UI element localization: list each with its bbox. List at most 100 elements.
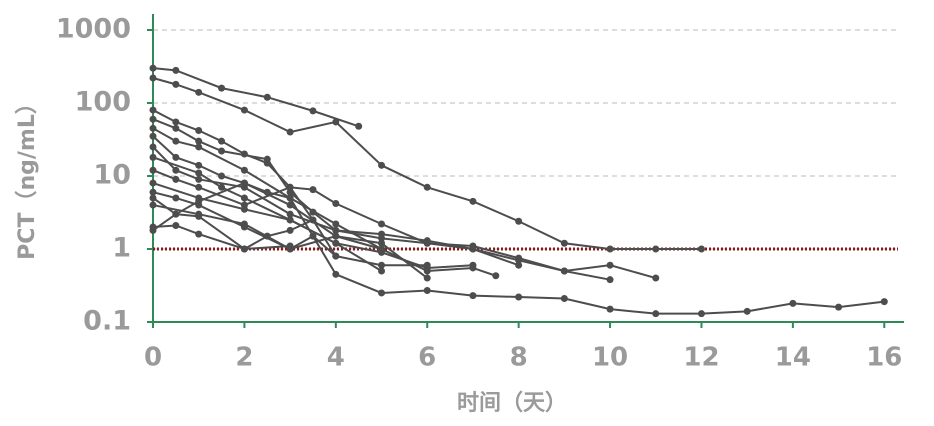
y-tick-label: 10 xyxy=(93,160,131,191)
data-point xyxy=(218,172,226,180)
data-point xyxy=(469,245,477,253)
data-point xyxy=(172,153,180,161)
data-point xyxy=(195,210,203,218)
data-point xyxy=(423,274,431,282)
data-point xyxy=(195,169,203,177)
data-point xyxy=(240,245,248,253)
data-point xyxy=(286,128,294,136)
data-point xyxy=(240,205,248,213)
data-point xyxy=(240,194,248,202)
data-point xyxy=(560,239,568,247)
data-point xyxy=(835,303,843,311)
data-point xyxy=(469,261,477,269)
x-axis-title: 时间（天） xyxy=(457,391,567,416)
data-point xyxy=(332,232,340,240)
data-point xyxy=(172,221,180,229)
data-point xyxy=(378,239,386,247)
data-point xyxy=(606,276,614,284)
data-point xyxy=(149,106,157,114)
data-point xyxy=(469,292,477,300)
data-point xyxy=(652,310,660,318)
series-line xyxy=(152,67,359,128)
data-point xyxy=(149,194,157,202)
data-point xyxy=(560,267,568,275)
series-line xyxy=(152,135,497,277)
data-point xyxy=(309,186,317,194)
x-tick-label: 8 xyxy=(510,343,528,373)
data-point xyxy=(286,194,294,202)
data-point xyxy=(423,261,431,269)
x-tick-label: 10 xyxy=(592,343,628,373)
data-point xyxy=(172,210,180,218)
x-tick-label: 6 xyxy=(418,343,436,373)
data-point xyxy=(515,256,523,264)
data-point xyxy=(172,66,180,74)
data-point xyxy=(606,305,614,313)
data-point xyxy=(149,153,157,161)
data-point xyxy=(172,166,180,174)
x-tick-label: 0 xyxy=(144,343,162,373)
data-point xyxy=(195,137,203,145)
data-point xyxy=(172,194,180,202)
y-tick-label: 1000 xyxy=(56,14,131,45)
data-point xyxy=(332,118,340,126)
data-point xyxy=(332,252,340,260)
data-point xyxy=(378,261,386,269)
data-point xyxy=(606,261,614,269)
data-point xyxy=(195,127,203,135)
data-point xyxy=(492,272,500,280)
data-point xyxy=(195,183,203,191)
data-point xyxy=(332,270,340,278)
data-point xyxy=(515,261,523,269)
data-point xyxy=(172,80,180,88)
y-tick-label: 1 xyxy=(112,233,131,264)
y-axis-title: PCT（ng/mL） xyxy=(15,92,40,260)
data-point xyxy=(149,143,157,151)
data-point xyxy=(515,293,523,301)
data-point xyxy=(286,210,294,218)
data-point xyxy=(172,118,180,126)
data-point xyxy=(149,179,157,187)
data-point xyxy=(286,242,294,250)
data-point xyxy=(355,122,363,130)
series-line xyxy=(152,204,337,257)
data-point xyxy=(149,188,157,196)
data-point xyxy=(240,220,248,228)
data-point xyxy=(697,245,705,253)
data-point xyxy=(423,287,431,295)
x-tick-label: 12 xyxy=(683,343,719,373)
data-point xyxy=(378,267,386,275)
data-point xyxy=(218,147,226,155)
data-point xyxy=(332,226,340,234)
data-point xyxy=(378,161,386,169)
x-tick-label: 16 xyxy=(866,343,902,373)
data-point xyxy=(149,74,157,82)
data-point xyxy=(149,64,157,72)
data-point xyxy=(332,239,340,247)
data-point xyxy=(240,106,248,114)
data-point xyxy=(423,183,431,191)
data-point xyxy=(218,84,226,92)
data-point xyxy=(286,201,294,209)
data-point xyxy=(195,175,203,183)
data-point xyxy=(309,107,317,115)
series-line xyxy=(152,127,885,315)
data-point xyxy=(263,155,271,163)
data-point xyxy=(309,232,317,240)
data-point xyxy=(263,93,271,101)
data-point xyxy=(172,137,180,145)
data-point xyxy=(172,124,180,132)
data-point xyxy=(378,220,386,228)
data-point xyxy=(286,183,294,191)
data-point xyxy=(378,245,386,253)
x-tick-label: 2 xyxy=(235,343,253,373)
data-point xyxy=(195,161,203,169)
data-point xyxy=(880,298,888,306)
data-point xyxy=(606,245,614,253)
data-point xyxy=(195,88,203,96)
data-point xyxy=(560,294,568,302)
data-point xyxy=(652,274,660,282)
data-point xyxy=(149,201,157,209)
data-point xyxy=(149,115,157,123)
